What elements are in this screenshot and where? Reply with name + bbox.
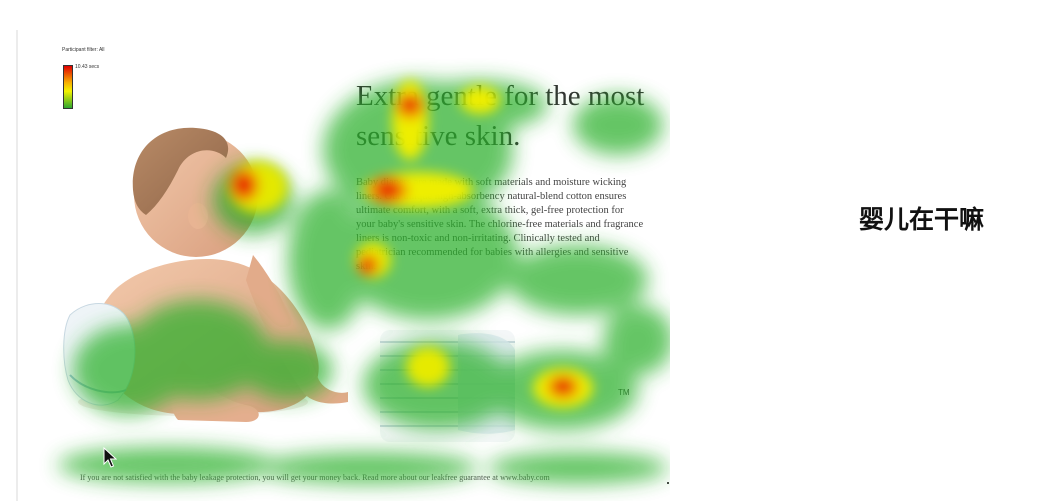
mouse-pointer-icon [103, 447, 117, 468]
ad-footer-text: If you are not satisfied with the baby l… [80, 473, 550, 482]
legend-filter-label: Participant filter: All [62, 47, 105, 53]
legend-max-label: 10.43 secs [75, 64, 100, 70]
question-caption: 婴儿在干嘛 [859, 205, 985, 234]
heatmap-slide: Participant filter: All 10.43 secs [18, 30, 670, 501]
trademark-label: TM [618, 388, 630, 397]
baby-image [63, 127, 348, 422]
left-border [16, 30, 18, 501]
ad-body-text: Baby diapers are made with soft material… [356, 177, 644, 272]
small-dot [667, 482, 669, 484]
diaper-stack-image [380, 330, 515, 442]
ad-headline: Extra gentle for the most sensitive skin… [356, 80, 645, 152]
legend-color-bar [63, 65, 73, 109]
